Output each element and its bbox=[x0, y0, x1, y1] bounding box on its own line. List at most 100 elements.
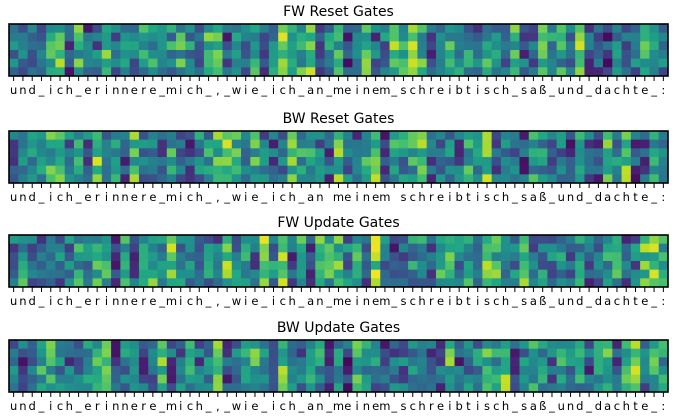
heatmap-cell bbox=[584, 383, 595, 393]
x-tick-label: : bbox=[661, 399, 665, 413]
heatmap-cell bbox=[584, 366, 595, 376]
heatmap-cell bbox=[129, 157, 140, 167]
heatmap-cell bbox=[370, 235, 381, 245]
x-tick-label: i bbox=[272, 83, 275, 97]
heatmap-cell bbox=[194, 174, 205, 184]
heatmap-cell bbox=[370, 252, 381, 262]
heatmap-cell bbox=[306, 41, 316, 51]
heatmap-cell bbox=[73, 58, 84, 68]
heatmap-cell bbox=[18, 243, 28, 253]
heatmap-cell bbox=[556, 148, 567, 158]
heatmap-cell bbox=[213, 374, 223, 384]
heatmap-cell bbox=[473, 261, 483, 271]
heatmap-cell bbox=[658, 148, 669, 158]
heatmap-cell bbox=[55, 269, 66, 279]
heatmap-cell bbox=[528, 165, 539, 175]
heatmap-cell bbox=[222, 348, 233, 358]
heatmap-cell bbox=[268, 340, 279, 350]
heatmap-cell bbox=[83, 32, 93, 42]
heatmap-cell bbox=[64, 165, 75, 175]
x-tick-label: w bbox=[232, 399, 241, 413]
heatmap-cell bbox=[510, 357, 520, 367]
heatmap-cell bbox=[389, 157, 400, 167]
x-tick-label: _ bbox=[650, 399, 657, 413]
heatmap-cell bbox=[370, 139, 381, 149]
heatmap-cell bbox=[231, 139, 242, 149]
heatmap-cell bbox=[306, 252, 316, 262]
heatmap-cell bbox=[640, 366, 650, 376]
heatmap-cell bbox=[166, 366, 177, 376]
heatmap-cell bbox=[129, 24, 140, 34]
heatmap-cell bbox=[83, 374, 93, 384]
heatmap-cell bbox=[9, 157, 19, 167]
heatmap-cell bbox=[417, 139, 428, 149]
heatmap-cell bbox=[361, 357, 372, 367]
heatmap-cell bbox=[296, 139, 307, 149]
heatmap-cell bbox=[315, 24, 325, 34]
heatmap-cell bbox=[222, 157, 233, 167]
heatmap-cell bbox=[519, 383, 530, 393]
x-tick-label: : bbox=[661, 294, 665, 308]
heatmap-cell bbox=[482, 235, 493, 245]
heatmap-cell bbox=[241, 366, 251, 376]
heatmap-cell bbox=[463, 243, 474, 253]
x-tick-label: c bbox=[57, 83, 63, 97]
heatmap-cell bbox=[259, 383, 270, 393]
x-tick-label: t bbox=[633, 294, 638, 308]
heatmap-cell bbox=[658, 41, 669, 51]
heatmap-cell bbox=[296, 58, 307, 68]
x-tick-label: c bbox=[614, 83, 620, 97]
heatmap-cell bbox=[241, 165, 251, 175]
heatmap-cell bbox=[176, 131, 186, 141]
heatmap-cell bbox=[203, 278, 214, 288]
heatmap-cell bbox=[138, 148, 149, 158]
heatmap-cell bbox=[575, 32, 585, 42]
heatmap-cell bbox=[55, 41, 66, 51]
heatmap-cell bbox=[138, 58, 149, 68]
heatmap-cell bbox=[547, 32, 558, 42]
heatmap-cell bbox=[565, 357, 576, 367]
heatmap-cell bbox=[649, 383, 660, 393]
heatmap-cell bbox=[491, 58, 502, 68]
heatmap-cell bbox=[231, 235, 242, 245]
heatmap-cell bbox=[445, 67, 455, 77]
x-tick-label: i bbox=[105, 190, 108, 204]
x-tick-label: e bbox=[641, 399, 648, 413]
x-tick-label: n bbox=[316, 399, 323, 413]
heatmap-cell bbox=[519, 41, 530, 51]
x-tick-label: d bbox=[576, 399, 583, 413]
heatmap-cell bbox=[259, 174, 270, 184]
heatmap-cell bbox=[129, 235, 140, 245]
heatmap-cell bbox=[333, 243, 344, 253]
heatmap-cell bbox=[278, 235, 288, 245]
heatmap-cell bbox=[398, 278, 409, 288]
heatmap-cell bbox=[36, 157, 47, 167]
heatmap-cell bbox=[343, 67, 353, 77]
heatmap-cell bbox=[315, 269, 325, 279]
heatmap-cell bbox=[528, 24, 539, 34]
heatmap-cell bbox=[361, 174, 372, 184]
heatmap-cell bbox=[129, 131, 140, 141]
heatmap-cell bbox=[603, 67, 613, 77]
heatmap-cell bbox=[482, 366, 493, 376]
heatmap-cell bbox=[519, 366, 530, 376]
heatmap-cell bbox=[621, 139, 632, 149]
heatmap-cell bbox=[250, 357, 260, 367]
x-tick-label: i bbox=[179, 399, 182, 413]
heatmap-cell bbox=[538, 131, 548, 141]
heatmap-cell bbox=[92, 366, 103, 376]
heatmap-cell bbox=[185, 340, 196, 350]
x-tick-label: r bbox=[141, 190, 146, 204]
heatmap-cell bbox=[241, 278, 251, 288]
heatmap-cell bbox=[352, 383, 363, 393]
heatmap-cell bbox=[463, 174, 474, 184]
heatmap-cell bbox=[473, 366, 483, 376]
heatmap-cell bbox=[473, 165, 483, 175]
heatmap-cell bbox=[370, 261, 381, 271]
heatmap-cell bbox=[630, 366, 641, 376]
heatmap-cell bbox=[250, 67, 260, 77]
x-tick-label: _ bbox=[75, 294, 82, 308]
heatmap-cell bbox=[333, 165, 344, 175]
heatmap-cell bbox=[575, 131, 585, 141]
heatmap-cell bbox=[473, 243, 483, 253]
